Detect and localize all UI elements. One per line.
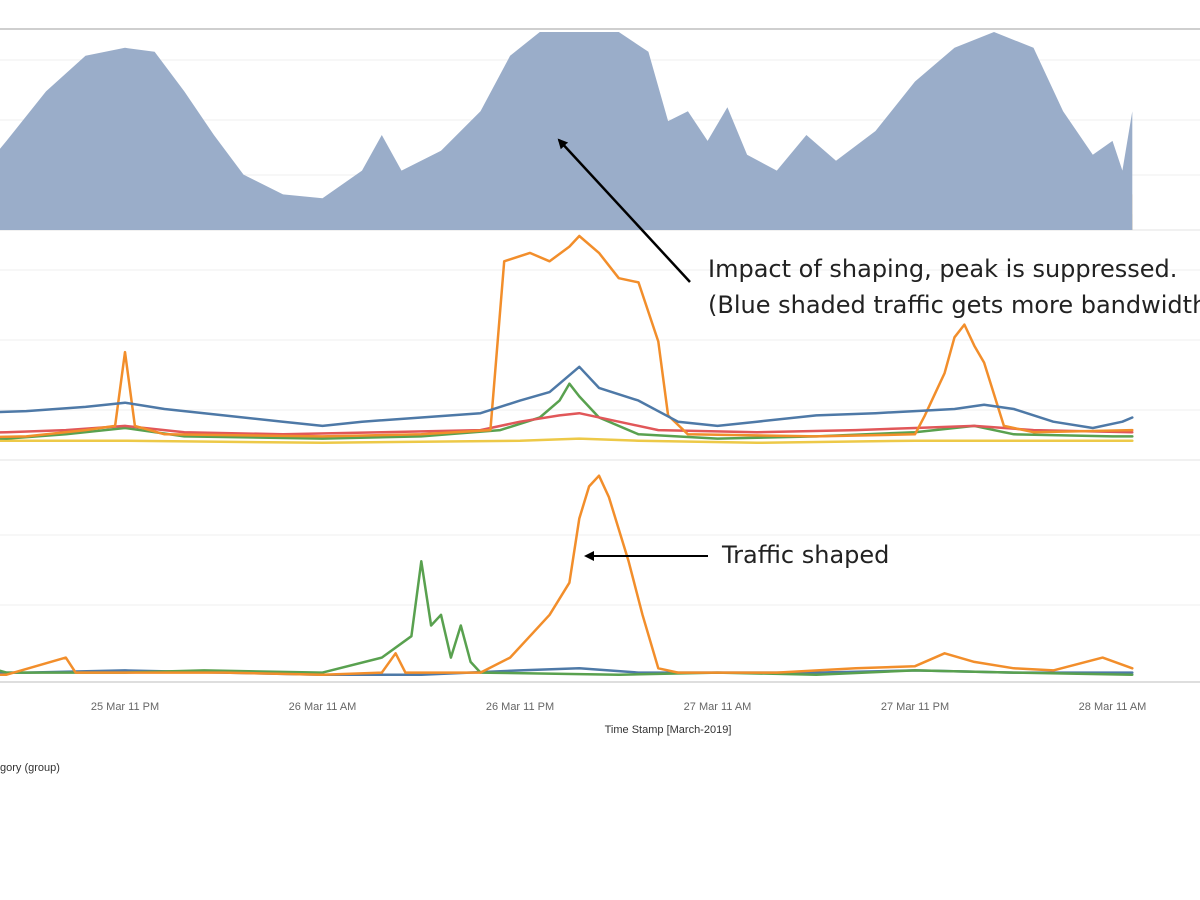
shaping-annotation-line2: (Blue shaded traffic gets more bandwidth… xyxy=(708,291,1200,319)
x-axis-title: Time Stamp [March-2019] xyxy=(605,724,732,736)
panel-3-line-chart xyxy=(0,474,1134,676)
line-series-yellow xyxy=(0,437,1134,445)
panel-1-area-chart xyxy=(0,32,1133,230)
line-series-orange xyxy=(0,474,1134,676)
legend-title: gory (group) xyxy=(0,762,60,774)
line-series-orange xyxy=(0,234,1134,439)
panel-2-line-chart xyxy=(0,234,1134,445)
traffic-shaped-annotation: Traffic shaped xyxy=(722,541,890,569)
area-series-blue xyxy=(0,32,1133,230)
x-axis-ticks: 25 Mar 11 PM 26 Mar 11 AM 26 Mar 11 PM 27 M… xyxy=(91,701,1146,713)
panel-3-gridlines xyxy=(0,534,1200,606)
x-tick-label: 28 Mar 11 AM xyxy=(1079,701,1147,713)
line-series-blue xyxy=(0,365,1134,430)
x-tick-label: 25 Mar 11 PM xyxy=(91,701,159,713)
x-tick-label: 27 Mar 11 PM xyxy=(881,701,949,713)
line-series-red xyxy=(0,411,1134,436)
x-tick-label: 26 Mar 11 PM xyxy=(486,701,554,713)
shaping-annotation-line1: Impact of shaping, peak is suppressed. xyxy=(708,255,1178,283)
line-series-green xyxy=(0,382,1134,440)
x-tick-label: 27 Mar 11 AM xyxy=(684,701,752,713)
shaping-arrow xyxy=(557,138,691,283)
x-tick-label: 26 Mar 11 AM xyxy=(289,701,357,713)
